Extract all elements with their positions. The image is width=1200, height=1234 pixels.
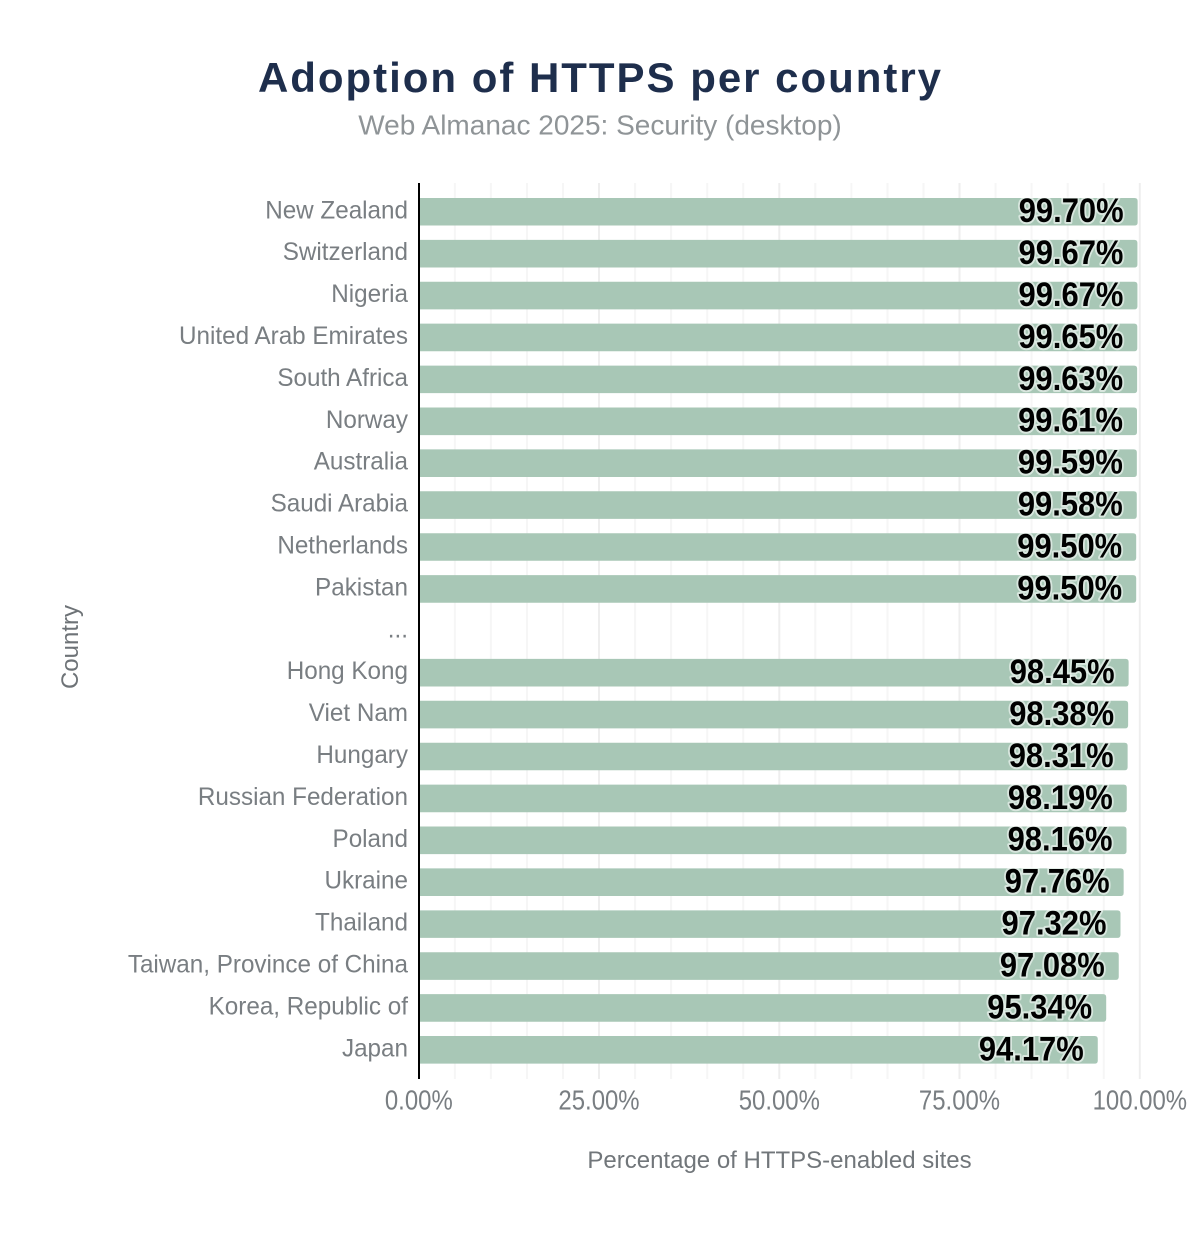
svg-text:Thailand: Thailand [315,909,408,936]
svg-text:75.00%: 75.00% [919,1084,1000,1116]
svg-text:South Africa: South Africa [277,365,408,392]
svg-text:99.67%: 99.67% [1018,234,1123,272]
svg-text:Taiwan, Province of China: Taiwan, Province of China [128,951,408,978]
svg-text:99.63%: 99.63% [1018,359,1123,397]
svg-text:Ukraine: Ukraine [324,867,408,894]
svg-text:100.00%: 100.00% [1093,1084,1187,1116]
svg-text:99.70%: 99.70% [1019,192,1124,230]
svg-text:99.65%: 99.65% [1018,318,1123,356]
svg-text:94.17%: 94.17% [979,1030,1084,1068]
svg-text:98.45%: 98.45% [1010,653,1115,691]
svg-text:Netherlands: Netherlands [277,532,408,559]
svg-text:Australia: Australia [314,448,409,475]
svg-text:97.32%: 97.32% [1002,904,1107,942]
svg-text:Russian Federation: Russian Federation [198,784,408,811]
svg-text:Percentage of HTTPS-enabled si: Percentage of HTTPS-enabled sites [587,1147,971,1174]
svg-text:97.08%: 97.08% [1000,946,1105,984]
svg-text:50.00%: 50.00% [739,1084,820,1116]
svg-text:Poland: Poland [333,826,408,853]
svg-text:Hungary: Hungary [316,742,408,769]
svg-text:Nigeria: Nigeria [331,281,408,308]
svg-text:Japan: Japan [342,1035,408,1062]
svg-text:98.16%: 98.16% [1008,820,1113,858]
svg-text:99.59%: 99.59% [1018,443,1123,481]
svg-text:99.50%: 99.50% [1017,569,1122,607]
svg-text:...: ... [388,616,408,643]
svg-text:97.76%: 97.76% [1005,862,1110,900]
svg-text:Saudi Arabia: Saudi Arabia [271,490,409,517]
svg-text:99.58%: 99.58% [1018,485,1123,523]
svg-text:99.61%: 99.61% [1018,401,1123,439]
svg-text:Korea, Republic of: Korea, Republic of [209,993,409,1020]
svg-text:25.00%: 25.00% [558,1084,639,1116]
svg-text:95.34%: 95.34% [987,988,1092,1026]
svg-text:99.50%: 99.50% [1017,527,1122,565]
svg-text:Hong Kong: Hong Kong [287,658,408,685]
svg-text:Web Almanac 2025: Security (de: Web Almanac 2025: Security (desktop) [358,110,842,141]
svg-text:United Arab Emirates: United Arab Emirates [179,323,408,350]
svg-text:99.67%: 99.67% [1018,276,1123,314]
svg-text:98.31%: 98.31% [1009,737,1114,775]
svg-text:98.38%: 98.38% [1009,695,1114,733]
svg-text:Country: Country [57,605,84,689]
svg-text:98.19%: 98.19% [1008,778,1113,816]
svg-text:Viet Nam: Viet Nam [309,700,408,727]
svg-text:Norway: Norway [326,406,409,433]
svg-text:0.00%: 0.00% [385,1084,453,1116]
svg-text:Switzerland: Switzerland [283,239,408,266]
svg-text:New Zealand: New Zealand [265,197,408,224]
svg-text:Adoption of HTTPS per country: Adoption of HTTPS per country [258,54,943,101]
svg-text:Pakistan: Pakistan [315,574,408,601]
